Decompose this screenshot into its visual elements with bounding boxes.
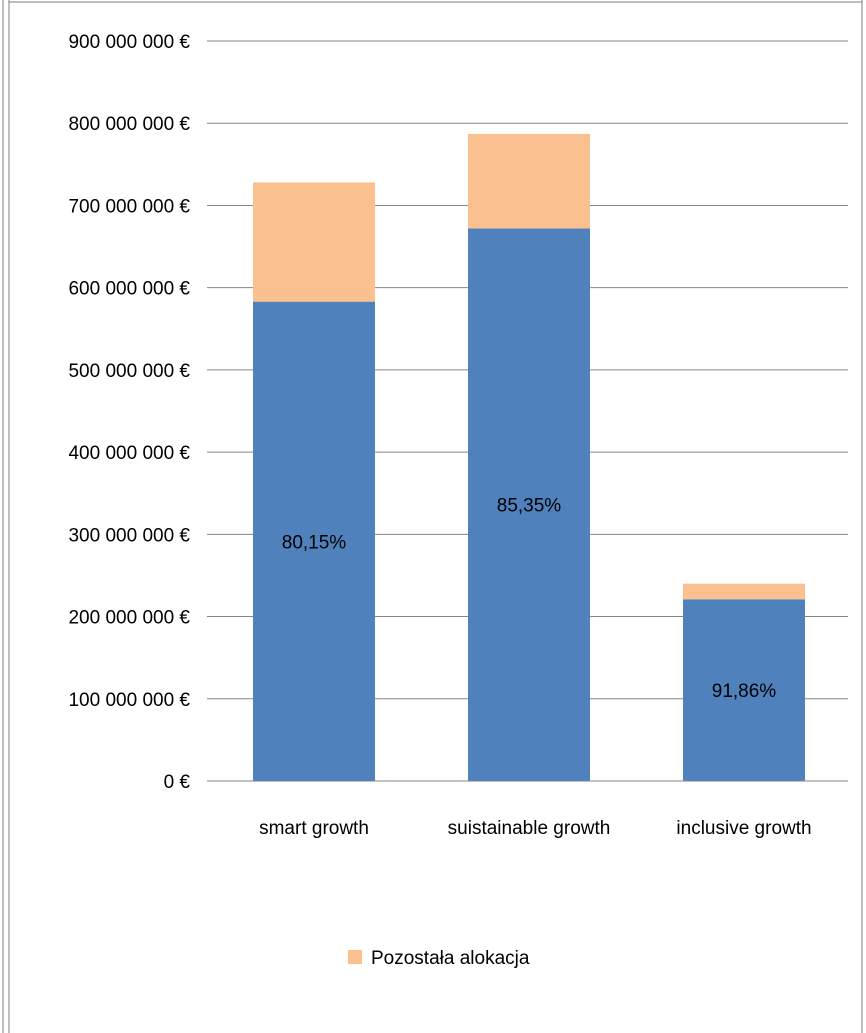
y-tick-label: 200 000 000 €: [68, 608, 190, 629]
bar-data-labels: 80,15% 85,35% 91,86%: [282, 496, 777, 702]
y-axis-tick-labels: 0 € 100 000 000 € 200 000 000 € 300 000 000…: [68, 32, 190, 793]
y-tick-label: 300 000 000 €: [68, 525, 190, 546]
bar-segment-remaining: [253, 182, 375, 302]
bar-segment-remaining: [468, 133, 590, 229]
legend: Pozostała alokacja: [348, 948, 530, 969]
y-tick-label: 500 000 000 €: [68, 361, 190, 382]
y-tick-label: 900 000 000 €: [68, 32, 190, 53]
legend-swatch: [348, 950, 362, 964]
bar-data-label: 85,35%: [497, 496, 562, 517]
y-tick-label: 100 000 000 €: [68, 690, 190, 711]
bars: [253, 133, 805, 781]
y-tick-label: 800 000 000 €: [68, 114, 190, 135]
bar-segment-allocated: [683, 599, 805, 781]
y-tick-label: 400 000 000 €: [68, 443, 190, 464]
y-tick-label: 0 €: [164, 772, 191, 793]
bar-segment-remaining: [683, 583, 805, 600]
bar-data-label: 91,86%: [712, 681, 777, 702]
bar-data-label: 80,15%: [282, 532, 347, 553]
x-category-label: suistainable growth: [448, 818, 611, 839]
x-category-label: smart growth: [259, 818, 369, 839]
legend-label: Pozostała alokacja: [371, 948, 530, 969]
y-tick-label: 700 000 000 €: [68, 196, 190, 217]
bar-segment-allocated: [253, 301, 375, 781]
y-tick-label: 600 000 000 €: [68, 279, 190, 300]
x-category-label: inclusive growth: [676, 818, 811, 839]
x-axis-category-labels: smart growth suistainable growth inclusive…: [259, 818, 811, 839]
bar-segment-allocated: [468, 228, 590, 781]
